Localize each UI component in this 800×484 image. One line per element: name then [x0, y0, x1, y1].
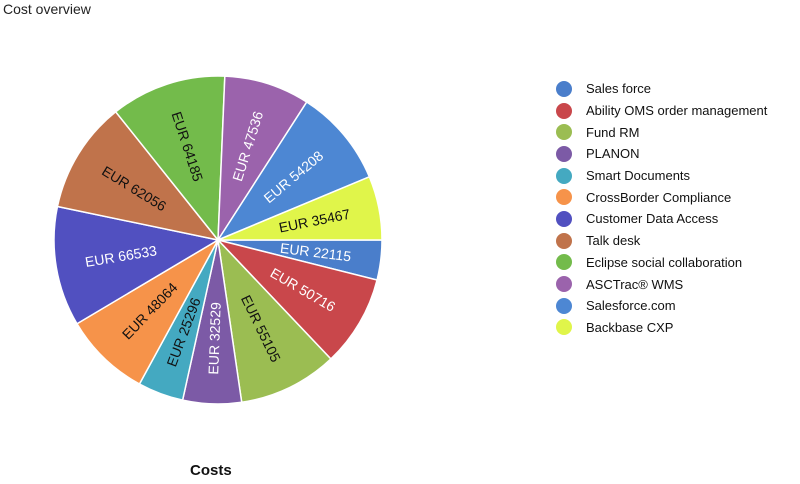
- legend-item: ASCTrac® WMS: [556, 273, 767, 295]
- pie-slice: [217, 175, 383, 241]
- legend-swatch: [556, 102, 572, 119]
- legend-swatch: [556, 210, 572, 227]
- legend-item: Ability OMS order management: [556, 100, 767, 122]
- legend-swatch: [556, 254, 572, 271]
- legend-item: Backbase CXP: [556, 317, 767, 339]
- legend-swatch: [556, 80, 572, 97]
- legend: Sales force Ability OMS order management F…: [556, 78, 767, 338]
- legend-label: Ability OMS order management: [586, 103, 768, 119]
- pie-data-label: EUR 32529: [205, 302, 224, 375]
- legend-item: Sales force: [556, 78, 767, 100]
- legend-swatch: [556, 189, 572, 206]
- legend-label: Sales force: [586, 81, 652, 97]
- pie-slice: [215, 238, 378, 361]
- chart-title: Cost overview: [3, 1, 91, 17]
- legend-label: Backbase CXP: [586, 319, 674, 335]
- legend-label: Customer Data Access: [586, 211, 719, 227]
- legend-item: PLANON: [556, 143, 767, 165]
- legend-label: Smart Documents: [586, 168, 691, 184]
- pie-slice: [216, 237, 332, 404]
- x-axis-label: Costs: [190, 462, 232, 479]
- legend-label: PLANON: [586, 146, 640, 162]
- legend-item: Customer Data Access: [556, 208, 767, 230]
- legend-item: Eclipse social collaboration: [556, 252, 767, 274]
- legend-label: Eclipse social collaboration: [586, 254, 743, 270]
- pie-slice: [114, 75, 226, 243]
- legend-label: Fund RM: [586, 124, 640, 140]
- legend-swatch: [556, 145, 572, 162]
- legend-swatch: [556, 297, 572, 314]
- legend-item: Fund RM: [556, 121, 767, 143]
- legend-swatch: [556, 124, 572, 141]
- pie-slice: [216, 101, 371, 242]
- legend-label: Talk desk: [586, 233, 641, 249]
- legend-label: ASCTrac® WMS: [586, 276, 684, 292]
- pie-slice: [56, 110, 220, 242]
- legend-label: Salesforce.com: [586, 298, 676, 314]
- legend-item: Salesforce.com: [556, 295, 767, 317]
- legend-swatch: [556, 167, 572, 184]
- legend-swatch: [556, 319, 572, 336]
- pie-slice: [75, 237, 220, 385]
- legend-item: Smart Documents: [556, 165, 767, 187]
- pie-slice: [217, 75, 308, 243]
- legend-swatch: [556, 276, 572, 293]
- pie-slices: [53, 75, 383, 405]
- legend-item: CrossBorder Compliance: [556, 186, 767, 208]
- legend-item: Talk desk: [556, 230, 767, 252]
- legend-swatch: [556, 232, 572, 249]
- pie-slice: [53, 205, 221, 325]
- legend-label: CrossBorder Compliance: [586, 189, 732, 205]
